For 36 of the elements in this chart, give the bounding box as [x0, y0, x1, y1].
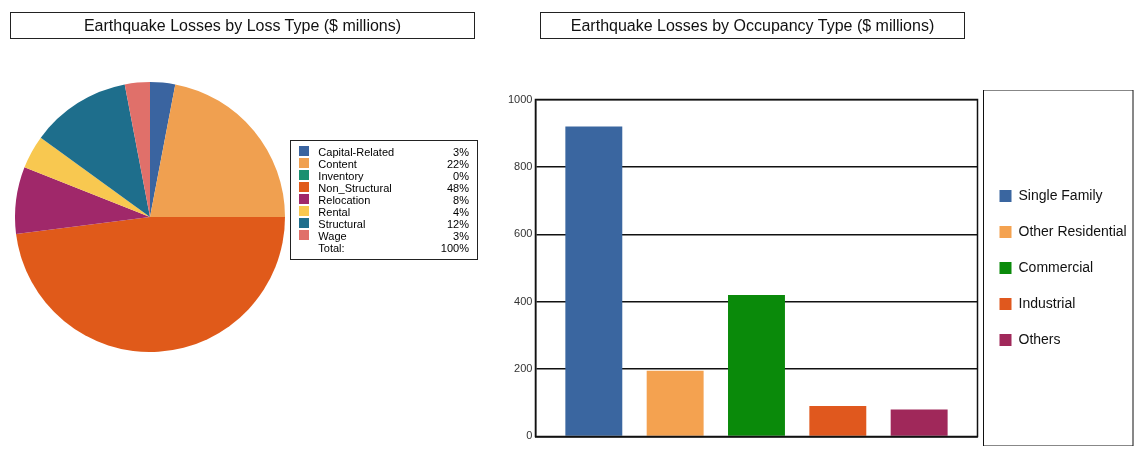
- text: Total:: [317, 242, 346, 254]
- legend-label: Capital-Related: [317, 146, 396, 158]
- y-tick-label: 200: [514, 362, 533, 375]
- legend-label: Inventory: [317, 170, 365, 182]
- data-label: 48%: [445, 182, 470, 194]
- y-tick-label: 800: [514, 159, 533, 172]
- data-label: 3%: [452, 146, 470, 158]
- data-label: 12%: [445, 218, 470, 230]
- legend-label: Rental: [317, 206, 352, 218]
- legend-label: Non_Structural: [317, 182, 393, 194]
- legend-label: Industrial: [1018, 294, 1076, 311]
- legend-label: Content: [317, 158, 358, 170]
- legend-label: Wage: [317, 230, 348, 242]
- bar: [646, 370, 704, 436]
- legend-label: Relocation: [317, 194, 372, 206]
- data-label: 3%: [452, 230, 470, 242]
- legend-label: Others: [1018, 330, 1061, 347]
- data-label: 8%: [452, 194, 470, 206]
- chart-title: Earthquake Losses by Loss Type ($ millions): [10, 12, 475, 39]
- bar: [890, 409, 948, 436]
- bar: [565, 126, 623, 436]
- y-tick-label: 0: [526, 429, 533, 442]
- bar: [809, 406, 867, 436]
- bar: [728, 294, 785, 436]
- y-tick-label: 1000: [507, 92, 533, 105]
- data-label: 4%: [452, 206, 470, 218]
- y-tick-label: 600: [514, 227, 533, 240]
- text: 0%: [453, 170, 469, 182]
- legend-label: Single Family: [1018, 186, 1103, 203]
- chart-title: Earthquake Losses by Occupancy Type ($ millions): [540, 12, 965, 39]
- legend-label: Other Residential: [1018, 222, 1127, 239]
- legend-label: Commercial: [1018, 258, 1094, 275]
- text: 100%: [439, 242, 470, 254]
- legend-label: Structural: [317, 218, 367, 230]
- data-label: 22%: [445, 158, 470, 170]
- y-tick-label: 400: [514, 294, 533, 307]
